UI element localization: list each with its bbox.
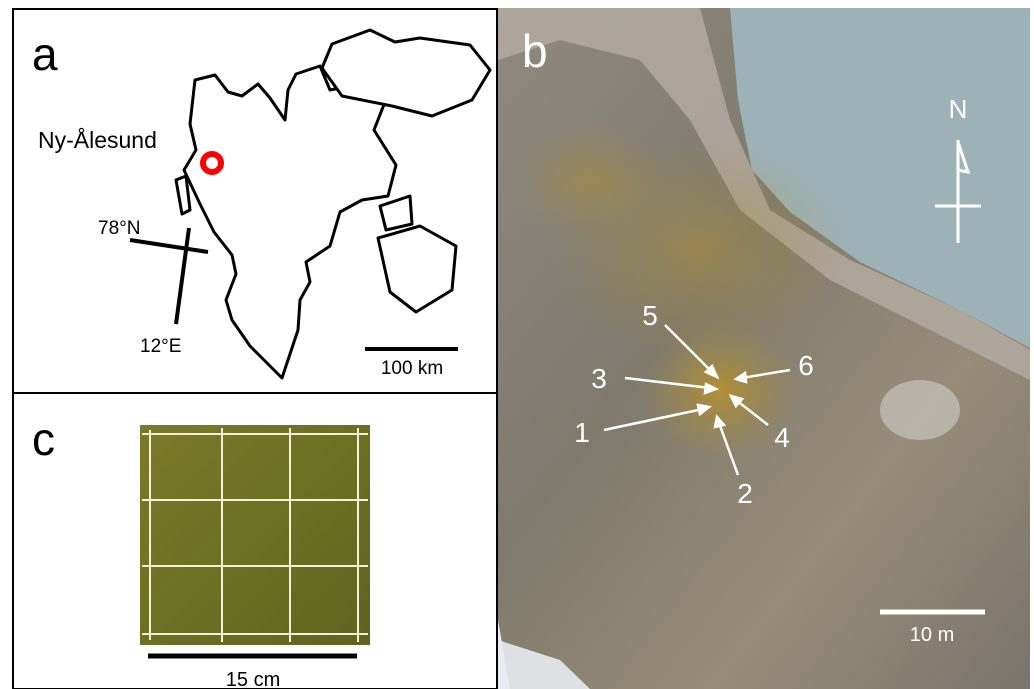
point-label: 3 [591,363,607,394]
scale-label: 10 m [910,624,954,646]
latitude-label: 78°N [98,218,140,239]
scale-label: 100 km [381,358,443,379]
panel-label: c [32,413,55,465]
point-label: 4 [774,422,790,453]
panel-b: b N 1 2 3 4 5 6 10 m [498,8,1030,689]
north-label: N [949,94,968,124]
panel-a: a Ny-Ålesund 78°N 12°E 100 km [13,9,497,393]
figure: a Ny-Ålesund 78°N 12°E 100 km c 15 cm [0,0,1034,689]
point-label: 5 [642,300,658,331]
longitude-label: 12°E [140,336,181,357]
point-label: 6 [798,350,814,381]
scale-label: 15 cm [226,669,280,689]
place-label: Ny-Ålesund [38,126,157,153]
location-marker [203,154,221,172]
panel-c: c 15 cm [13,393,497,689]
panel-label: a [32,28,58,80]
quadrat-photo [140,425,370,645]
point-label: 1 [574,417,590,448]
panel-label: b [522,25,548,77]
point-label: 2 [737,478,753,509]
